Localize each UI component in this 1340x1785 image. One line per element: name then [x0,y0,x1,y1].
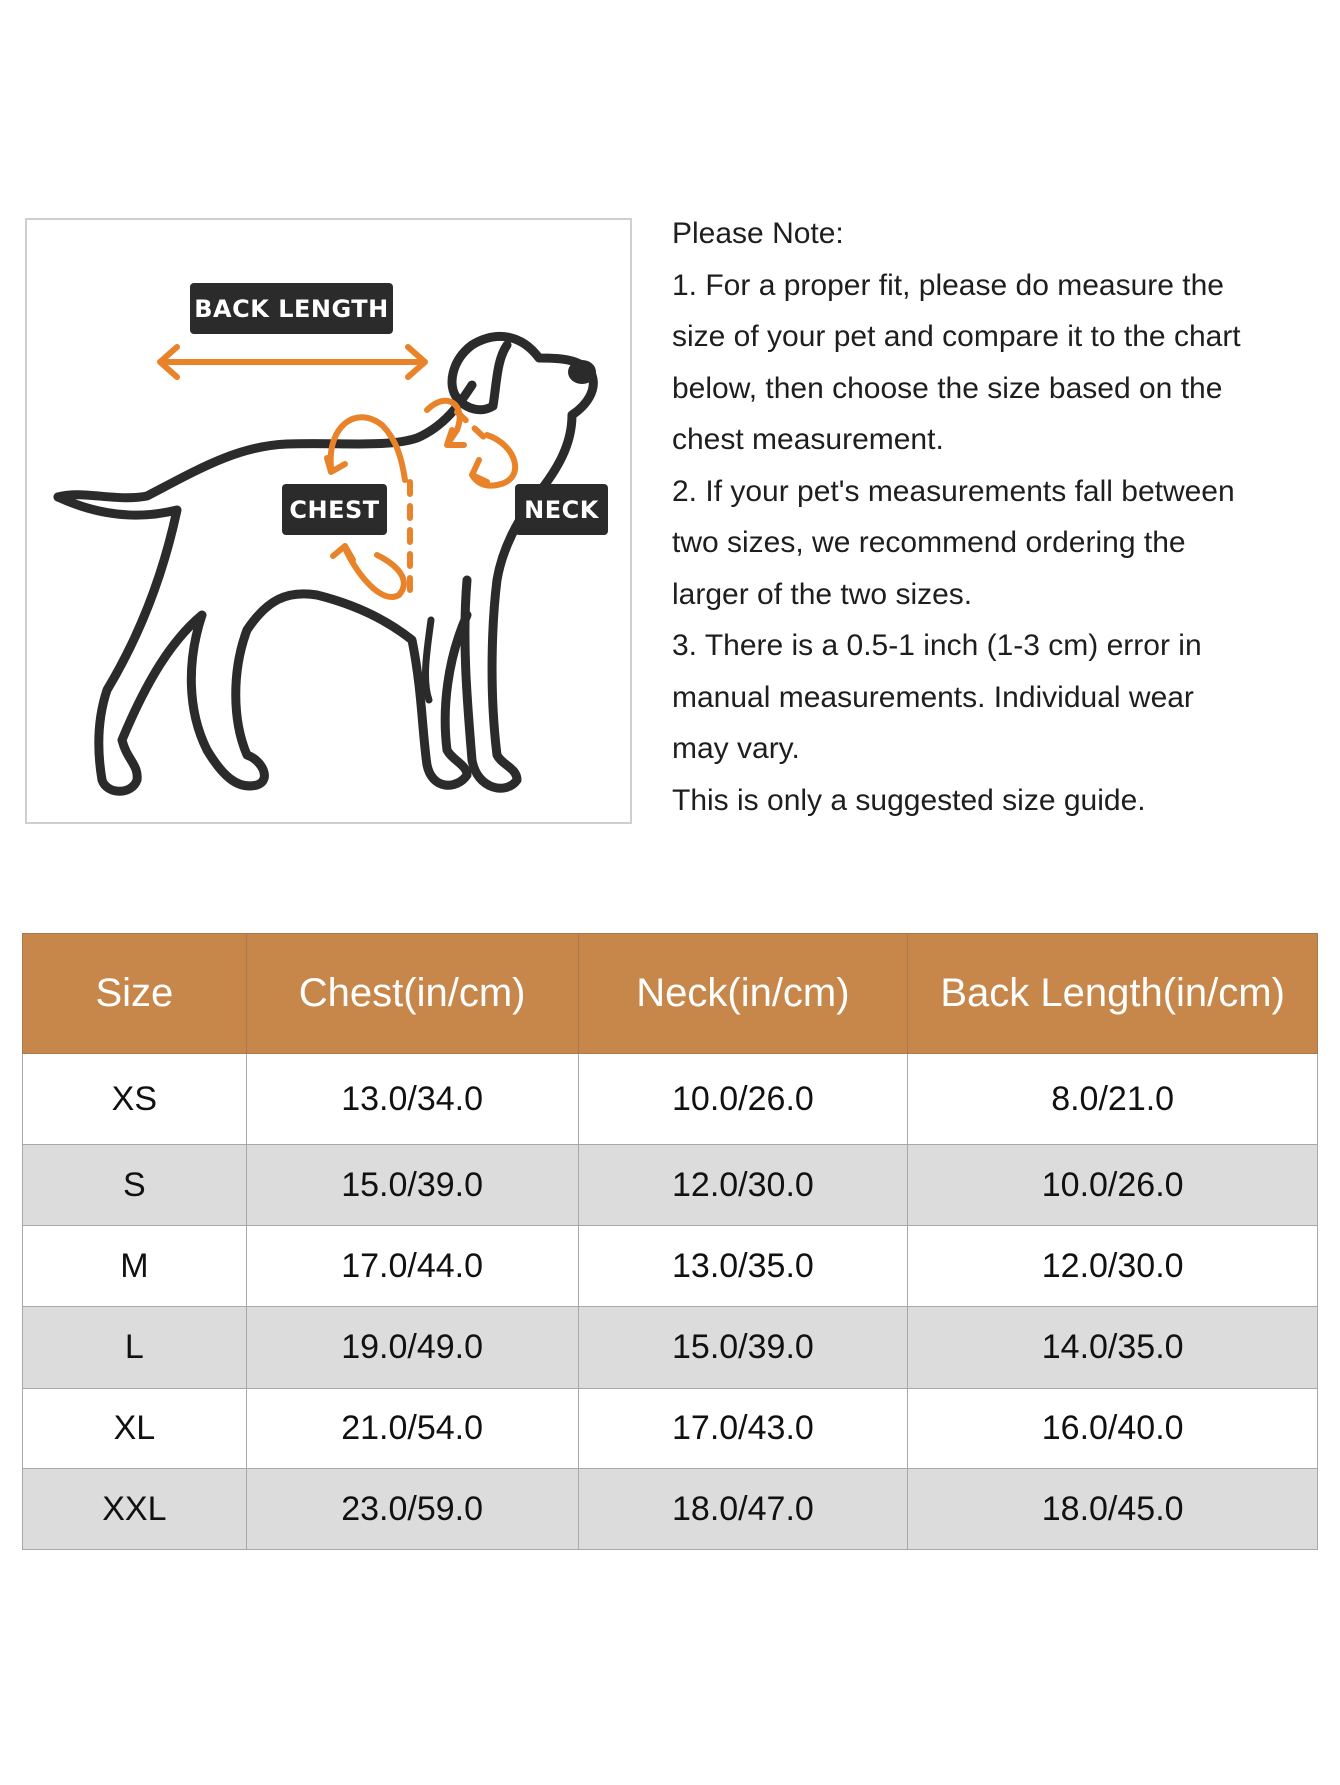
cell-back-length: 8.0/21.0 [907,1053,1318,1145]
cell-chest: 21.0/54.0 [245,1388,579,1469]
notes-line: may vary. [672,732,800,765]
dog-silhouette [53,331,598,796]
notes-line: size of your pet and compare it to the c… [672,320,1241,353]
cell-neck: 18.0/47.0 [577,1468,909,1550]
header-back-length: Back Length(in/cm) [907,933,1318,1054]
cell-chest: 23.0/59.0 [245,1468,579,1550]
cell-back-length: 10.0/26.0 [907,1144,1318,1226]
cell-neck: 13.0/35.0 [577,1225,909,1307]
neck-label: NECK [515,484,608,535]
cell-back-length: 16.0/40.0 [907,1388,1318,1469]
size-notes: Please Note: 1. For a proper fit, please… [672,208,1332,826]
cell-back-length: 14.0/35.0 [907,1306,1318,1389]
cell-size: XS [22,1053,247,1145]
cell-chest: 13.0/34.0 [245,1053,579,1145]
notes-line: manual measurements. Individual wear [672,680,1194,714]
table-row: XS 13.0/34.0 10.0/26.0 8.0/21.0 [22,1053,1318,1145]
notes-line: 3. There is a 0.5-1 inch (1-3 cm) error … [672,629,1202,662]
neck-arrow-right [469,432,519,489]
header-chest: Chest(in/cm) [245,933,579,1054]
cell-neck: 15.0/39.0 [577,1306,909,1389]
cell-neck: 17.0/43.0 [577,1388,909,1469]
cell-size: XL [22,1388,247,1469]
cell-size: XXL [22,1468,247,1550]
notes-title: Please Note: [672,217,844,250]
notes-line: This is only a suggested size guide. [672,783,1146,817]
notes-line: below, then choose the size based on the [672,371,1223,405]
table-row: L 19.0/49.0 15.0/39.0 14.0/35.0 [22,1306,1318,1389]
table-row: XL 21.0/54.0 17.0/43.0 16.0/40.0 [22,1388,1318,1469]
header-size: Size [22,933,247,1054]
notes-line: two sizes, we recommend ordering the [672,526,1186,559]
table-row: M 17.0/44.0 13.0/35.0 12.0/30.0 [22,1225,1318,1307]
header-neck: Neck(in/cm) [577,933,909,1054]
cell-size: S [22,1144,247,1226]
table-row: S 15.0/39.0 12.0/30.0 10.0/26.0 [22,1144,1318,1226]
back-length-arrow [157,344,428,380]
dog-nose [568,360,596,384]
chest-arrow-top [327,414,408,483]
cell-chest: 17.0/44.0 [245,1225,579,1307]
cell-chest: 19.0/49.0 [245,1306,579,1389]
table-row: XXL 23.0/59.0 18.0/47.0 18.0/45.0 [22,1468,1318,1550]
notes-line: 2. If your pet's measurements fall betwe… [672,474,1235,508]
cell-size: L [22,1306,247,1389]
notes-line: 1. For a proper fit, please do measure t… [672,268,1224,302]
notes-line: larger of the two sizes. [672,577,973,611]
table-header-row: Size Chest(in/cm) Neck(in/cm) Back Lengt… [22,933,1318,1054]
chest-arrow-bottom [342,545,407,600]
cell-neck: 12.0/30.0 [577,1144,909,1226]
cell-neck: 10.0/26.0 [577,1053,909,1145]
cell-size: M [22,1225,247,1307]
back-length-label: BACK LENGTH [190,283,393,334]
neck-arrow-left [424,397,467,448]
chest-label: CHEST [282,484,387,535]
dog-measurement-diagram: BACK LENGTH CHEST NECK [25,218,632,824]
notes-line: chest measurement. [672,423,944,456]
dog-outline-illustration [53,331,598,796]
cell-chest: 15.0/39.0 [245,1144,579,1226]
cell-back-length: 18.0/45.0 [907,1468,1318,1550]
measurement-arrows [157,344,519,600]
size-chart-table: Size Chest(in/cm) Neck(in/cm) Back Lengt… [22,933,1318,1550]
cell-back-length: 12.0/30.0 [907,1225,1318,1307]
